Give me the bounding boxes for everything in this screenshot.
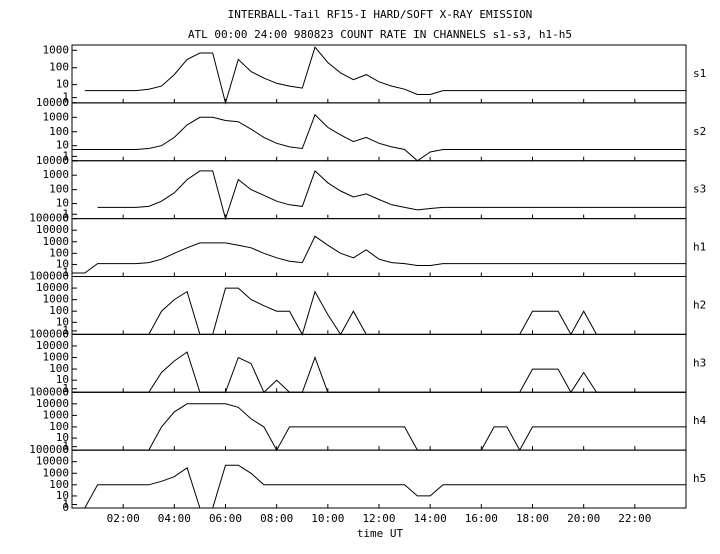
panel-frame bbox=[71, 102, 687, 162]
panel-frame bbox=[71, 44, 687, 104]
data-line bbox=[72, 464, 686, 509]
series-name: h3 bbox=[693, 356, 706, 369]
y-tick-label: 1 bbox=[62, 149, 69, 162]
y-tick-label: 0 bbox=[62, 154, 69, 167]
y-tick-label: 10 bbox=[56, 489, 69, 502]
x-axis-label: time UT bbox=[357, 527, 404, 540]
y-tick-label: 100 bbox=[49, 304, 69, 317]
x-tick-label: 08:00 bbox=[260, 512, 293, 525]
y-tick-label: 1 bbox=[62, 324, 69, 337]
y-tick-label: 100000 bbox=[29, 270, 69, 283]
y-tick-label: 1000 bbox=[43, 293, 70, 306]
y-tick-label: 10 bbox=[56, 373, 69, 386]
y-tick-label: 10000 bbox=[36, 223, 69, 236]
y-tick-label: 100000 bbox=[29, 327, 69, 340]
y-tick-label: 10000 bbox=[36, 397, 69, 410]
y-tick-label: 100 bbox=[49, 246, 69, 259]
y-tick-label: 0 bbox=[62, 212, 69, 225]
x-tick-label: 18:00 bbox=[516, 512, 549, 525]
panel-frame bbox=[71, 449, 687, 509]
y-tick-label: 10 bbox=[56, 431, 69, 444]
y-tick-label: 1000 bbox=[43, 168, 70, 181]
y-tick-label: 1000 bbox=[43, 466, 70, 479]
y-tick-label: 1 bbox=[62, 498, 69, 511]
y-tick-label: 1000 bbox=[43, 110, 70, 123]
panel-frame bbox=[71, 333, 687, 393]
series-name: s2 bbox=[693, 125, 706, 138]
x-tick-label: 12:00 bbox=[362, 512, 395, 525]
data-line bbox=[84, 46, 686, 105]
panel-frame bbox=[71, 391, 687, 451]
series-name: s3 bbox=[693, 183, 706, 196]
x-tick-label: 04:00 bbox=[158, 512, 191, 525]
y-tick-label: 10 bbox=[56, 315, 69, 328]
series-name: h2 bbox=[693, 298, 706, 311]
y-tick-label: 0 bbox=[62, 385, 69, 398]
y-tick-label: 100 bbox=[49, 125, 69, 138]
series-name: h1 bbox=[693, 241, 706, 254]
x-tick-label: 06:00 bbox=[209, 512, 242, 525]
y-tick-label: 10000 bbox=[36, 339, 69, 352]
series-name: s1 bbox=[693, 67, 706, 80]
data-line bbox=[72, 351, 686, 394]
y-tick-label: 100000 bbox=[29, 385, 69, 398]
x-tick-label: 22:00 bbox=[618, 512, 651, 525]
chart-title: INTERBALL-Tail RF15-I HARD/SOFT X-RAY EM… bbox=[228, 8, 533, 21]
y-tick-label: 0 bbox=[62, 327, 69, 340]
y-tick-label: 0 bbox=[62, 501, 69, 514]
y-tick-label: 10 bbox=[56, 197, 69, 210]
y-tick-label: 0 bbox=[62, 443, 69, 456]
y-tick-label: 10000 bbox=[36, 154, 69, 167]
y-tick-label: 1000 bbox=[43, 408, 70, 421]
data-line bbox=[72, 403, 686, 452]
y-tick-label: 10 bbox=[56, 257, 69, 270]
y-tick-label: 1 bbox=[62, 266, 69, 279]
data-line bbox=[72, 287, 686, 336]
data-line bbox=[72, 113, 686, 162]
series-name: h5 bbox=[693, 472, 706, 485]
series-name: h4 bbox=[693, 414, 707, 427]
x-tick-label: 14:00 bbox=[414, 512, 447, 525]
x-tick-label: 02:00 bbox=[107, 512, 140, 525]
y-tick-label: 10000 bbox=[36, 281, 69, 294]
y-tick-label: 1 bbox=[62, 207, 69, 220]
y-tick-label: 100 bbox=[49, 362, 69, 375]
y-tick-label: 10 bbox=[56, 78, 69, 91]
panel-frame bbox=[71, 276, 687, 335]
y-tick-label: 10 bbox=[56, 139, 69, 152]
y-tick-label: 100000 bbox=[29, 443, 69, 456]
y-tick-label: 10000 bbox=[36, 96, 69, 109]
panel-frame bbox=[71, 160, 687, 220]
x-tick-label: 16:00 bbox=[465, 512, 498, 525]
y-tick-label: 100 bbox=[49, 61, 69, 74]
y-tick-label: 1000 bbox=[43, 43, 70, 56]
y-tick-label: 100 bbox=[49, 183, 69, 196]
y-tick-label: 100 bbox=[49, 420, 69, 433]
panel-frame bbox=[71, 218, 687, 277]
y-tick-label: 1 bbox=[62, 91, 69, 104]
y-tick-label: 100 bbox=[49, 478, 69, 491]
data-line bbox=[97, 170, 686, 221]
y-tick-label: 1 bbox=[62, 382, 69, 395]
chart-subtitle: ATL 00:00 24:00 980823 COUNT RATE IN CHA… bbox=[188, 28, 572, 41]
y-tick-label: 10000 bbox=[36, 455, 69, 468]
y-tick-label: 1 bbox=[62, 440, 69, 453]
y-tick-label: 100000 bbox=[29, 212, 69, 225]
y-tick-label: 1000 bbox=[43, 351, 70, 364]
y-tick-label: 1000 bbox=[43, 235, 70, 248]
x-tick-label: 10:00 bbox=[311, 512, 344, 525]
data-line bbox=[72, 235, 686, 274]
y-tick-label: 0 bbox=[62, 96, 69, 109]
x-tick-label: 20:00 bbox=[567, 512, 600, 525]
